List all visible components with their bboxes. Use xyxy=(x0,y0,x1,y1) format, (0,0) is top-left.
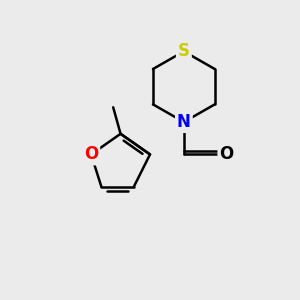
Text: N: N xyxy=(177,113,191,131)
Text: O: O xyxy=(219,146,234,164)
Text: O: O xyxy=(84,146,98,164)
Text: S: S xyxy=(178,42,190,60)
